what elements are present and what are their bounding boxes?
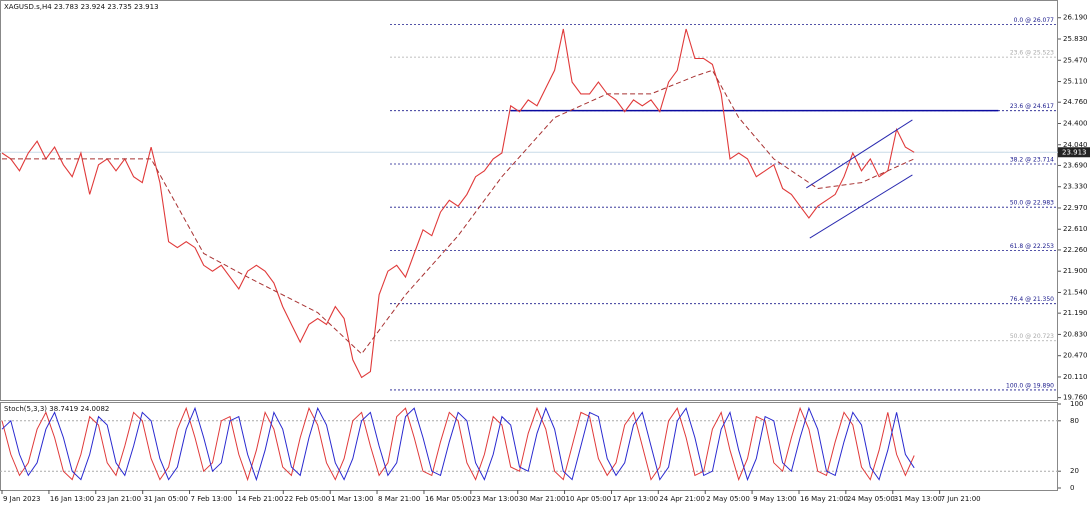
price-line [2,69,915,355]
fib-label: 76.4 @ 21.350 [1010,296,1054,303]
stoch-line [1,406,915,482]
stoch-tick-label: 0 [1070,484,1074,492]
y-tick-label: 25.470 [1063,56,1088,64]
fib-label: 23.6 @ 25.523 [1010,50,1054,57]
y-tick-label: 25.830 [1063,35,1088,43]
y-tick-label: 21.900 [1063,267,1088,275]
fib-label: 100.0 @ 19.890 [1006,382,1054,389]
stoch-tick-label: 100 [1070,400,1083,408]
x-tick-label: 9 May 13:00 [753,495,797,503]
x-tick-label: 24 May 05:00 [847,495,895,503]
y-tick-label: 24.760 [1063,98,1088,106]
x-tick-label: 7 Jun 21:00 [941,495,981,503]
y-tick-label: 24.400 [1063,119,1088,127]
y-tick-label: 20.110 [1063,373,1088,381]
y-tick-label: 24.040 [1063,141,1088,149]
y-tick-label: 25.110 [1063,78,1088,86]
x-tick-label: 23 Mar 13:00 [472,495,519,503]
x-tick-label: 22 Feb 05:00 [284,495,330,503]
x-tick-label: 31 Jan 05:00 [144,495,188,503]
channel-line [809,174,913,239]
y-tick-label: 23.330 [1063,183,1088,191]
x-tick-label: 2 May 05:00 [706,495,750,503]
y-tick-label: 22.970 [1063,204,1088,212]
x-tick-label: 31 May 13:00 [894,495,942,503]
y-tick-label: 22.260 [1063,246,1088,254]
x-tick-label: 23 Jan 21:00 [97,495,141,503]
main-pane [0,0,1058,401]
y-tick-label: 21.190 [1063,309,1088,317]
x-tick-label: 7 Feb 13:00 [191,495,232,503]
channel-line [806,119,913,189]
fib-label: 61.8 @ 22.253 [1010,243,1054,250]
last-price-label: 23.913 [1062,148,1087,156]
stoch-title: Stoch(5,3,3) 38.7419 24.0082 [4,405,109,413]
x-tick-label: 30 Mar 21:00 [519,495,566,503]
x-tick-label: 9 Jan 2023 [3,495,41,503]
fib-label: 38.2 @ 23.714 [1010,157,1054,164]
fib-label: 23.6 @ 24.617 [1010,103,1054,110]
x-tick-label: 16 May 21:00 [800,495,848,503]
x-tick-label: 14 Feb 21:00 [237,495,283,503]
price-line [1,28,915,379]
x-tick-label: 17 Apr 13:00 [612,495,658,503]
chart-title: XAGUSD.s,H4 23.783 23.924 23.735 23.913 [4,3,159,11]
y-tick-label: 22.610 [1063,225,1088,233]
x-tick-label: 10 Apr 05:00 [566,495,612,503]
stoch-tick-label: 20 [1070,467,1079,475]
stoch-line [1,406,915,482]
x-tick-label: 8 Mar 21:00 [378,495,420,503]
y-tick-label: 20.830 [1063,330,1088,338]
y-tick-label: 20.470 [1063,352,1088,360]
stoch-tick-label: 80 [1070,417,1079,425]
fib-label: 50.0 @ 20.723 [1010,333,1054,340]
x-tick-label: 16 Mar 05:00 [425,495,472,503]
y-tick-label: 23.690 [1063,161,1088,169]
stoch-pane [0,402,1058,491]
fib-label: 50.0 @ 22.983 [1010,200,1054,207]
fib-label: 0.0 @ 26.077 [1014,17,1055,24]
y-tick-label: 21.540 [1063,288,1088,296]
x-tick-label: 24 Apr 21:00 [659,495,705,503]
x-tick-label: 1 Mar 13:00 [331,495,373,503]
x-tick-label: 16 Jan 13:00 [50,495,94,503]
y-tick-label: 19.760 [1063,394,1088,402]
y-tick-label: 26.190 [1063,14,1088,22]
last-price-box [1058,147,1090,158]
